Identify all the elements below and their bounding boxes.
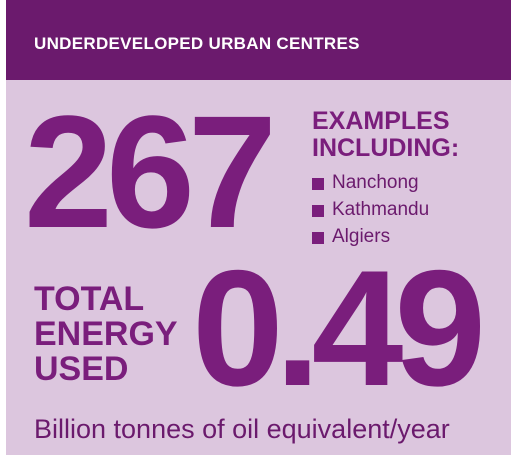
count: 267: [24, 82, 277, 261]
heading-line: INCLUDING:: [312, 134, 460, 162]
energy-unit: Billion tonnes of oil equivalent/year: [34, 414, 450, 444]
label-line: TOTAL: [34, 280, 145, 318]
example-item: Nanchong: [312, 172, 429, 199]
header: UNDERDEVELOPED URBAN CENTRES: [6, 0, 511, 80]
label-line: USED: [34, 350, 129, 388]
examples-list: Nanchong Kathmandu Algiers: [312, 172, 429, 253]
label-line: ENERGY: [34, 315, 178, 353]
bullet: [312, 232, 324, 244]
bullet: [312, 205, 324, 217]
card: UNDERDEVELOPED URBAN CENTRES 267 EXAMPLE…: [6, 0, 511, 455]
example-text: Nanchong: [332, 172, 419, 193]
examples-heading: EXAMPLES INCLUDING:: [312, 108, 459, 162]
energy-value: 0.49: [192, 236, 486, 420]
bullet: [312, 178, 324, 190]
example-item: Kathmandu: [312, 199, 429, 226]
heading-line: EXAMPLES: [312, 107, 450, 135]
header-title: UNDERDEVELOPED URBAN CENTRES: [34, 34, 360, 53]
energy-label: TOTAL ENERGY USED: [34, 282, 178, 387]
example-text: Algiers: [332, 226, 391, 247]
example-text: Kathmandu: [332, 199, 430, 220]
example-item: Algiers: [312, 226, 429, 253]
